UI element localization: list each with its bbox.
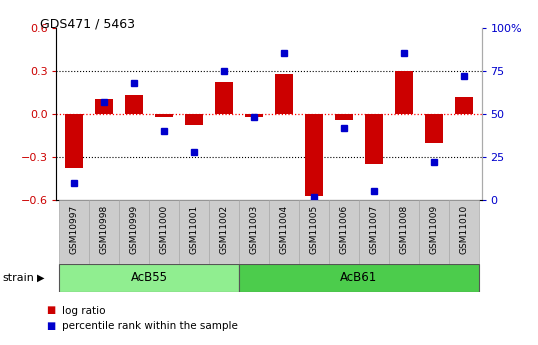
Bar	[335, 114, 353, 120]
Bar	[269, 200, 299, 264]
Text: percentile rank within the sample: percentile rank within the sample	[62, 321, 238, 331]
Bar	[185, 114, 203, 125]
Text: log ratio: log ratio	[62, 306, 105, 315]
Bar	[395, 71, 413, 114]
Bar	[389, 200, 419, 264]
Bar	[449, 200, 478, 264]
Text: ■: ■	[46, 306, 55, 315]
Bar	[275, 73, 293, 114]
Bar	[245, 114, 263, 117]
Text: ■: ■	[46, 321, 55, 331]
Text: GSM11002: GSM11002	[220, 205, 229, 254]
Text: GDS471 / 5463: GDS471 / 5463	[40, 17, 136, 30]
Text: GSM11010: GSM11010	[459, 205, 468, 255]
Text: GSM11005: GSM11005	[309, 205, 318, 255]
Bar	[60, 200, 89, 264]
Text: GSM10999: GSM10999	[130, 205, 139, 255]
Bar	[239, 200, 269, 264]
Text: strain: strain	[3, 273, 34, 283]
Text: GSM11004: GSM11004	[279, 205, 288, 254]
Bar	[209, 200, 239, 264]
Bar	[455, 97, 472, 114]
Bar	[119, 200, 149, 264]
Bar	[149, 200, 179, 264]
Text: GSM11007: GSM11007	[369, 205, 378, 255]
Text: AcB55: AcB55	[131, 271, 168, 284]
Bar	[215, 82, 233, 114]
Bar	[179, 200, 209, 264]
Bar	[359, 200, 389, 264]
Bar	[155, 114, 173, 117]
Bar	[305, 114, 323, 196]
Text: AcB61: AcB61	[340, 271, 378, 284]
Bar	[299, 200, 329, 264]
Bar	[329, 200, 359, 264]
Text: GSM11001: GSM11001	[190, 205, 199, 255]
Bar	[89, 200, 119, 264]
Bar	[95, 99, 114, 114]
Bar	[125, 95, 143, 114]
Text: GSM11003: GSM11003	[250, 205, 259, 255]
Bar	[424, 114, 443, 142]
Text: GSM11006: GSM11006	[339, 205, 348, 255]
Text: ▶: ▶	[37, 273, 44, 283]
Text: GSM11000: GSM11000	[160, 205, 169, 255]
Text: GSM11008: GSM11008	[399, 205, 408, 255]
Text: GSM11009: GSM11009	[429, 205, 438, 255]
Bar	[419, 200, 449, 264]
Bar	[66, 114, 83, 168]
Text: GSM10998: GSM10998	[100, 205, 109, 255]
Text: GSM10997: GSM10997	[70, 205, 79, 255]
Bar	[239, 264, 478, 292]
Bar	[60, 264, 239, 292]
Bar	[365, 114, 383, 164]
